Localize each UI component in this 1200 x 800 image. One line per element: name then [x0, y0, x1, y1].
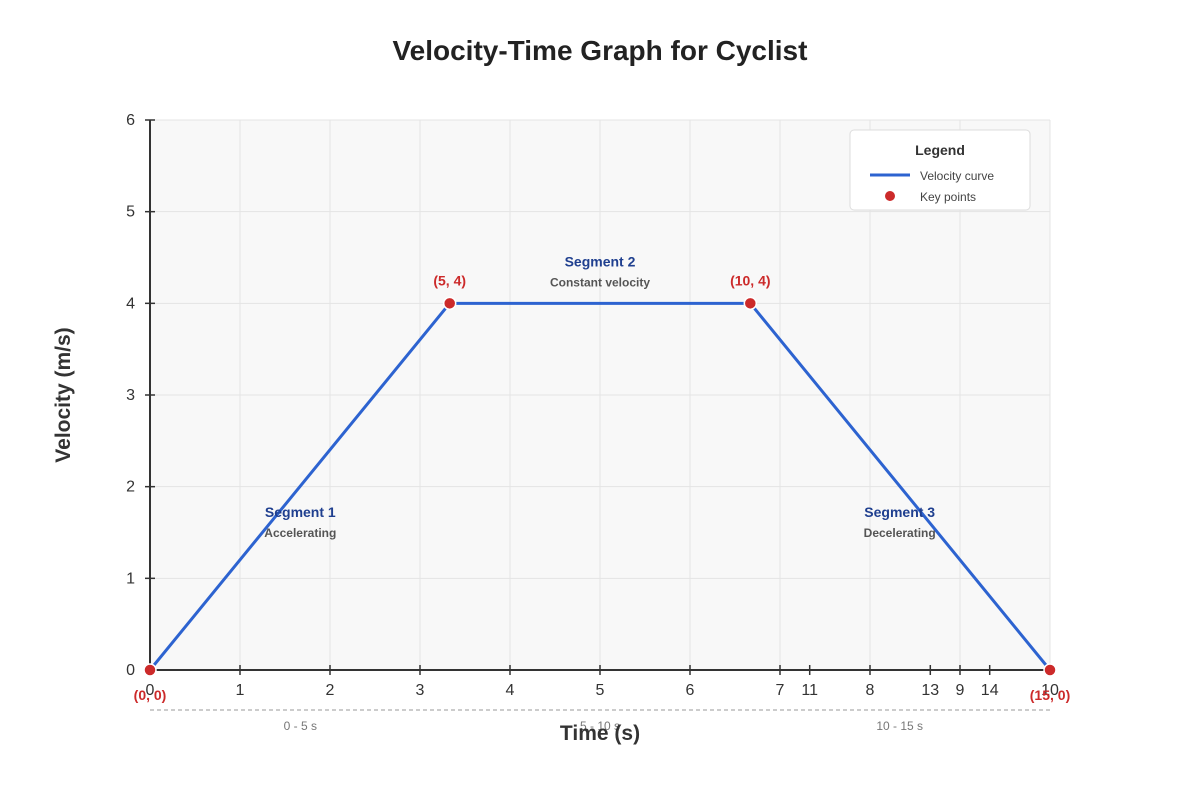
time-range-label: 10 - 15 s	[876, 719, 923, 733]
segment-subtitle: Accelerating	[264, 526, 336, 540]
chart-title: Velocity-Time Graph for Cyclist	[393, 35, 808, 66]
legend-point-swatch	[885, 191, 895, 201]
y-tick-label: 6	[126, 112, 135, 129]
axes: 0 1 2 3 4 5 6 7 8 9 10 11 13 14 0 1 2 3 4 5 6	[126, 112, 1059, 699]
x-axis-label: Time (s)	[560, 722, 640, 745]
key-point-label: (10, 4)	[730, 272, 770, 288]
y-tick-label: 2	[126, 479, 135, 496]
key-point	[1043, 663, 1057, 677]
y-tick-label: 5	[126, 204, 135, 221]
x-tick-label: 1	[236, 682, 245, 699]
segment-title: Segment 2	[565, 254, 636, 270]
legend-box	[849, 129, 1031, 211]
x-tick-label: 4	[506, 682, 515, 699]
x-tick-label: 7	[776, 682, 785, 699]
legend-item-label: Key points	[920, 190, 976, 204]
x-tick-label: 9	[956, 682, 965, 699]
key-point-label: (0, 0)	[134, 687, 167, 703]
x-tick-label: 5	[596, 682, 605, 699]
time-range-label: 0 - 5 s	[284, 719, 317, 733]
x-tick-label: 3	[416, 682, 425, 699]
legend-item-label: Velocity curve	[920, 169, 994, 183]
grid	[149, 119, 1051, 671]
y-tick-label: 3	[126, 387, 135, 404]
segment-title: Segment 1	[265, 504, 336, 520]
key-point-label: (15, 0)	[1030, 687, 1070, 703]
legend: Legend Velocity curve Key points	[849, 129, 1031, 211]
x-tick-label: 8	[866, 682, 875, 699]
y-axis-label: Velocity (m/s)	[52, 327, 75, 462]
x-tick-label: 13	[921, 682, 939, 699]
x-tick-label: 10	[1041, 682, 1059, 699]
velocity-curve	[148, 301, 1052, 671]
legend-title: Legend	[915, 142, 965, 158]
time-range-label: 5 - 10 s	[580, 719, 620, 733]
x-tick-label: 2	[326, 682, 335, 699]
x-tick-label: 0	[146, 682, 155, 699]
time-ranges: 0 - 5 s 5 - 10 s 10 - 15 s	[150, 709, 1050, 733]
key-point	[442, 296, 457, 311]
x-tick-label: 6	[686, 682, 695, 699]
y-tick-label: 1	[126, 570, 135, 587]
segment-subtitle: Constant velocity	[550, 276, 650, 290]
x-tick-label: 14	[981, 682, 999, 699]
y-tick-label: 0	[126, 662, 135, 679]
key-point	[743, 296, 758, 311]
segment-subtitle: Decelerating	[864, 526, 936, 540]
y-tick-label: 4	[126, 295, 135, 312]
x-tick-label: 11	[801, 682, 818, 699]
key-point	[143, 663, 157, 677]
series	[143, 296, 1057, 677]
key-point-label: (5, 4)	[433, 272, 466, 288]
annotations: (0, 0) (5, 4) (10, 4) (15, 0) Segment 1 Accel…	[134, 254, 1071, 703]
segment-title: Segment 3	[864, 504, 935, 520]
